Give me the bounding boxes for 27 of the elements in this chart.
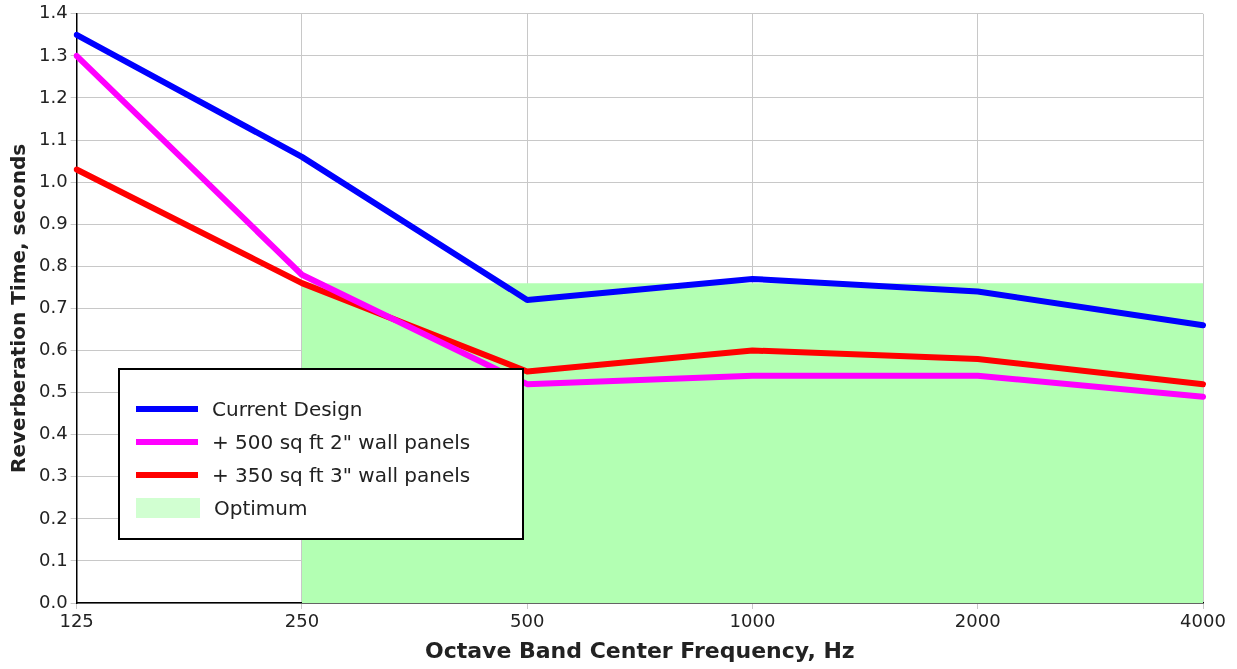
y-tick-label: 1.3 bbox=[38, 43, 68, 65]
y-tick-label: 0.8 bbox=[38, 253, 68, 275]
y-tick-label: 1.1 bbox=[38, 127, 68, 149]
y-tick-label: 1.0 bbox=[38, 169, 68, 191]
y-tick-label: 0.4 bbox=[38, 422, 68, 444]
y-tick-label: 0.7 bbox=[38, 296, 68, 318]
legend-label: Current Design bbox=[212, 396, 363, 421]
x-tick-label: 1000 bbox=[729, 610, 776, 632]
y-tick-label: 0.2 bbox=[38, 506, 68, 528]
x-axis-title: Octave Band Center Frequency, Hz bbox=[424, 637, 855, 663]
y-tick-label: 0.5 bbox=[38, 380, 68, 402]
y-tick-label: 1.2 bbox=[38, 85, 68, 107]
y-tick-label: 0.9 bbox=[38, 211, 68, 233]
y-axis-title: Reverberation Time, seconds bbox=[6, 143, 31, 473]
x-tick-label: 500 bbox=[510, 610, 545, 632]
x-tick-label: 2000 bbox=[954, 610, 1001, 632]
y-tick-label: 0.0 bbox=[38, 590, 68, 612]
y-tick-label: 1.4 bbox=[38, 1, 68, 23]
x-tick-label: 125 bbox=[59, 610, 94, 632]
x-tick-label: 4000 bbox=[1180, 610, 1226, 632]
legend-label: Optimum bbox=[214, 495, 308, 520]
y-tick-label: 0.3 bbox=[38, 464, 68, 486]
legend-label: + 500 sq ft 2" wall panels bbox=[212, 429, 471, 454]
y-tick-label: 0.1 bbox=[38, 548, 68, 570]
x-tick-label: 250 bbox=[284, 610, 320, 632]
legend-label: + 350 sq ft 3" wall panels bbox=[212, 462, 471, 487]
y-tick-label: 0.6 bbox=[38, 338, 68, 360]
